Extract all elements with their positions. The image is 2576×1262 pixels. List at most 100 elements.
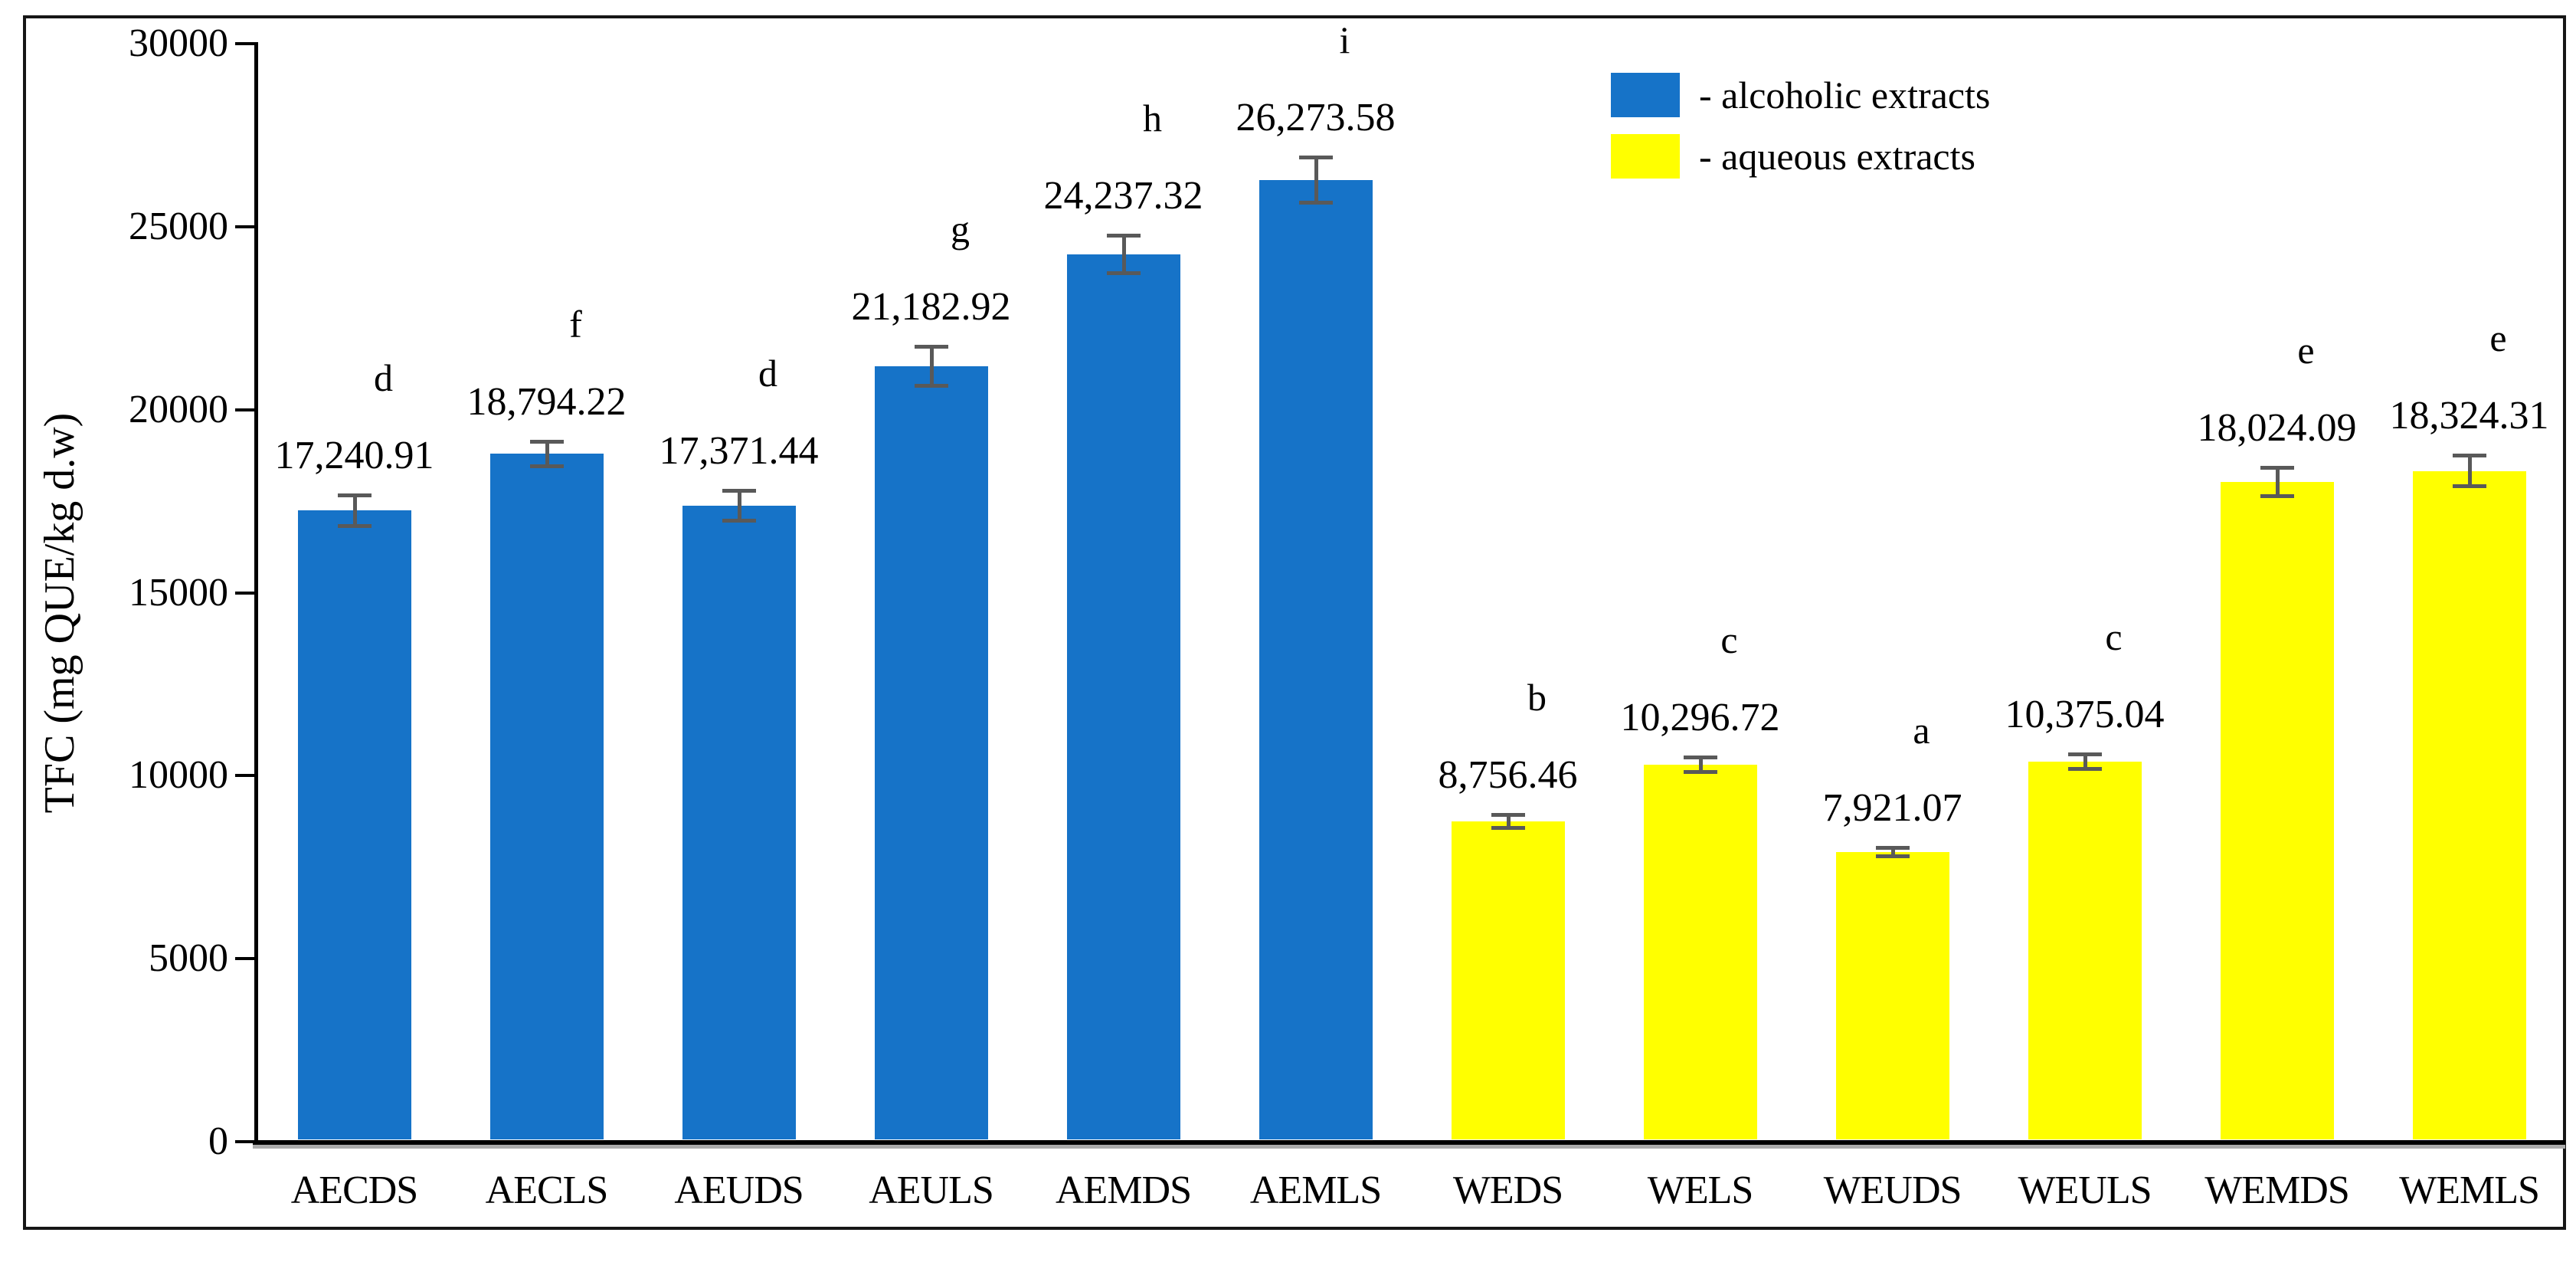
- bar-WEDS: [1451, 821, 1565, 1139]
- legend-swatch-aqueous: [1611, 134, 1680, 179]
- error-cap-bottom-WEUDS: [1875, 854, 1910, 858]
- y-tick-mark: [235, 1140, 254, 1143]
- significance-letter-AECLS: f: [569, 302, 582, 346]
- x-axis-label-WEMLS: WEMLS: [2399, 1169, 2540, 1212]
- y-tick-label: 20000: [129, 387, 228, 431]
- error-cap-bottom-WELS: [1683, 770, 1717, 775]
- significance-letter-WEDS: b: [1527, 675, 1547, 719]
- value-label-AEMDS: 24,237.32: [1043, 174, 1203, 218]
- error-cap-bottom-AEMLS: [1298, 201, 1333, 205]
- error-cap-bottom-AECLS: [529, 464, 564, 468]
- significance-letter-AEULS: g: [951, 208, 970, 251]
- y-tick-label: 0: [208, 1119, 228, 1163]
- error-bar-WEDS: [1506, 814, 1511, 828]
- error-bar-AEULS: [929, 346, 934, 387]
- error-bar-AECLS: [545, 441, 549, 467]
- x-axis-label-AEMDS: AEMDS: [1055, 1169, 1192, 1212]
- error-cap-top-AECDS: [337, 493, 372, 498]
- significance-letter-AEMDS: h: [1143, 97, 1162, 140]
- significance-letter-WEUDS: a: [1913, 708, 1930, 752]
- error-cap-bottom-WEULS: [2067, 767, 2102, 772]
- y-axis-line: [254, 42, 258, 1145]
- error-cap-bottom-AEMDS: [1106, 271, 1141, 276]
- bar-WEMDS: [2220, 482, 2334, 1139]
- value-label-AEMLS: 26,273.58: [1236, 95, 1396, 139]
- error-bar-WELS: [1698, 757, 1703, 773]
- y-tick-mark: [235, 957, 254, 961]
- y-tick-mark: [235, 408, 254, 411]
- significance-letter-WEMLS: e: [2489, 316, 2507, 360]
- significance-letter-WELS: c: [1720, 618, 1738, 662]
- x-axis-label-AEMLS: AEMLS: [1249, 1169, 1382, 1212]
- significance-letter-AEMLS: i: [1339, 18, 1350, 61]
- bar-AEMLS: [1259, 179, 1373, 1139]
- error-cap-bottom-WEMLS: [2452, 484, 2486, 489]
- figure-border: [23, 15, 2566, 1230]
- error-cap-top-AEMDS: [1106, 234, 1141, 238]
- x-axis-label-AECLS: AECLS: [485, 1169, 609, 1212]
- significance-letter-AECDS: d: [374, 356, 393, 400]
- x-axis-label-AECDS: AECDS: [290, 1169, 418, 1212]
- y-tick-label: 10000: [129, 753, 228, 798]
- error-bar-WEMDS: [2275, 467, 2280, 497]
- x-axis-label-WEMDS: WEMDS: [2204, 1169, 2350, 1212]
- x-axis-label-AEULS: AEULS: [869, 1169, 994, 1212]
- error-cap-top-WELS: [1683, 756, 1717, 760]
- value-label-WEDS: 8,756.46: [1438, 752, 1578, 797]
- error-bar-AEUDS: [737, 490, 741, 522]
- significance-letter-WEMDS: e: [2297, 328, 2315, 372]
- error-cap-top-WEDS: [1491, 812, 1525, 817]
- bar-WELS: [1643, 765, 1757, 1139]
- error-bar-WEMLS: [2467, 455, 2472, 487]
- y-tick-label: 25000: [129, 204, 228, 248]
- error-bar-WEUDS: [1890, 847, 1895, 857]
- value-label-WELS: 10,296.72: [1620, 696, 1780, 740]
- x-axis-label-WEDS: WEDS: [1452, 1169, 1563, 1212]
- y-tick-label: 15000: [129, 570, 228, 615]
- error-cap-bottom-WEMDS: [2260, 494, 2294, 499]
- error-cap-bottom-AEULS: [914, 384, 948, 388]
- bar-AEMDS: [1066, 254, 1180, 1139]
- significance-letter-WEULS: c: [2105, 615, 2123, 659]
- bar-WEMLS: [2412, 470, 2526, 1139]
- x-axis-label-WELS: WELS: [1647, 1169, 1754, 1212]
- error-cap-top-AEUDS: [722, 489, 756, 493]
- legend-label-aqueous: - aqueous extracts: [1699, 135, 1975, 178]
- x-axis-line: [253, 1140, 2565, 1145]
- legend-label-alcoholic: - alcoholic extracts: [1699, 74, 1991, 116]
- bar-AEUDS: [682, 506, 796, 1139]
- value-label-AECLS: 18,794.22: [466, 379, 627, 424]
- x-axis-shadow: [253, 1145, 2565, 1149]
- significance-letter-AEUDS: d: [758, 352, 777, 395]
- y-tick-label: 30000: [129, 21, 228, 65]
- value-label-WEMLS: 18,324.31: [2389, 394, 2549, 438]
- legend-swatch-alcoholic: [1611, 73, 1680, 117]
- value-label-AEULS: 21,182.92: [851, 285, 1011, 329]
- value-label-WEUDS: 7,921.07: [1822, 785, 1962, 830]
- error-cap-top-WEUDS: [1875, 845, 1910, 850]
- bar-AECLS: [489, 454, 604, 1139]
- value-label-WEULS: 10,375.04: [2005, 693, 2165, 737]
- error-bar-AEMLS: [1314, 156, 1318, 204]
- x-axis-label-WEULS: WEULS: [2018, 1169, 2152, 1212]
- error-cap-top-AEMLS: [1298, 155, 1333, 159]
- y-tick-mark: [235, 774, 254, 778]
- value-label-AEUDS: 17,371.44: [659, 429, 819, 474]
- x-axis-label-AEUDS: AEUDS: [674, 1169, 804, 1212]
- error-bar-AEMDS: [1121, 235, 1126, 274]
- error-cap-bottom-AEUDS: [722, 519, 756, 523]
- bar-WEULS: [2028, 762, 2142, 1139]
- error-bar-AECDS: [352, 495, 357, 526]
- bar-AECDS: [297, 510, 411, 1139]
- value-label-WEMDS: 18,024.09: [2197, 405, 2357, 450]
- error-cap-top-AECLS: [529, 439, 564, 444]
- y-tick-mark: [235, 42, 254, 45]
- bar-WEUDS: [1835, 851, 1949, 1139]
- bar-AEULS: [874, 366, 988, 1139]
- error-cap-bottom-WEDS: [1491, 825, 1525, 830]
- error-cap-top-WEULS: [2067, 752, 2102, 757]
- x-axis-label-WEUDS: WEUDS: [1823, 1169, 1962, 1212]
- y-tick-label: 5000: [149, 936, 228, 981]
- error-cap-bottom-AECDS: [337, 523, 372, 528]
